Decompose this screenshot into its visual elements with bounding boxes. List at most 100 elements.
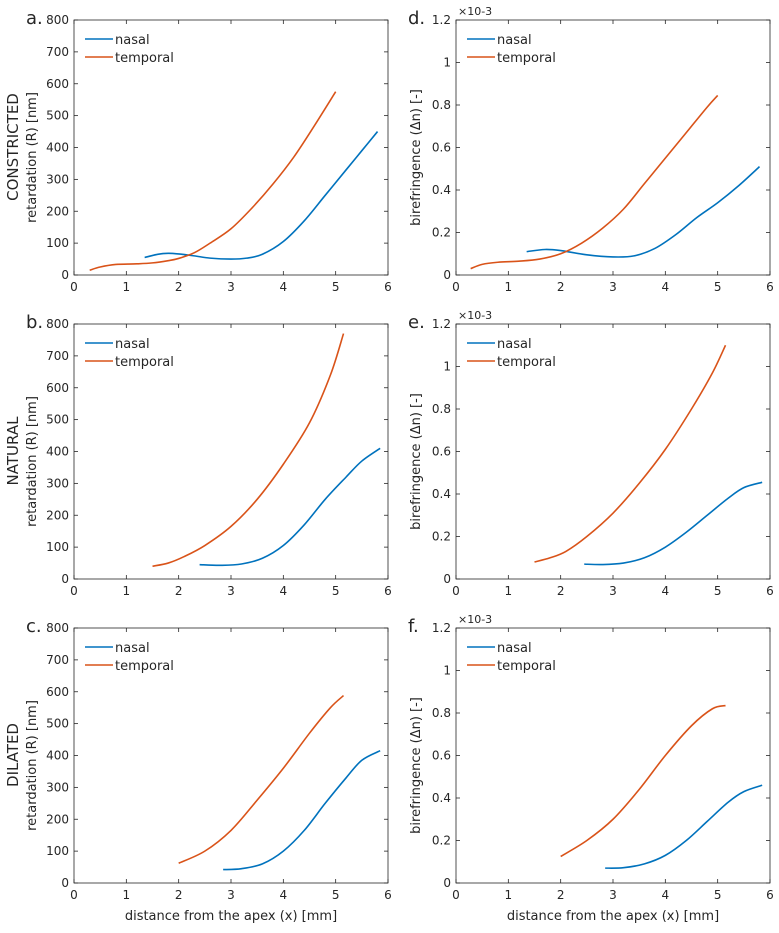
legend-label-temporal: temporal (497, 355, 556, 370)
x-tick-label: 3 (609, 584, 617, 598)
series-line-nasal (199, 447, 381, 567)
x-tick-label: 1 (123, 584, 131, 598)
x-tick-label: 2 (175, 584, 183, 598)
x-tick-label: 6 (766, 888, 774, 902)
axes-box (455, 19, 771, 276)
panel-label: f. (408, 616, 419, 637)
series-line-temporal (89, 91, 337, 271)
y-axis-label: birefringence (Δn) [-] (409, 697, 424, 834)
y-tick-label: 0.8 (432, 402, 451, 416)
y-tick-label: 600 (46, 685, 69, 699)
y-multiplier: ×10-3 (458, 309, 492, 322)
y-tick-label: 1.2 (432, 621, 451, 635)
y-tick-label: 0 (443, 268, 451, 282)
panel-label: d. (408, 8, 425, 29)
y-tick-label: 0.4 (432, 183, 451, 197)
y-tick-label: 0.2 (432, 226, 451, 240)
y-tick-label: 100 (46, 540, 69, 554)
legend-label-nasal: nasal (497, 33, 532, 48)
legend-label-temporal: temporal (497, 51, 556, 66)
y-tick-label: 0.2 (432, 834, 451, 848)
y-tick-label: 200 (46, 204, 69, 218)
x-tick-label: 3 (227, 888, 235, 902)
x-tick-label: 2 (557, 584, 565, 598)
y-tick-label: 500 (46, 717, 69, 731)
y-tick-label: 800 (46, 13, 69, 27)
y-tick-label: 0 (61, 268, 69, 282)
x-tick-label: 0 (452, 280, 460, 294)
x-tick-label: 1 (505, 280, 513, 294)
x-tick-label: 0 (452, 888, 460, 902)
x-tick-label: 3 (609, 888, 617, 902)
series-line-temporal (470, 94, 719, 270)
x-tick-label: 5 (714, 584, 722, 598)
x-tick-label: 5 (714, 280, 722, 294)
panel-d: 0 1 2 3 4 5 6 0 0.2 0.4 0.6 0.8 1 1.2 ×10-3 d. birefring… (408, 5, 774, 294)
x-tick-label: 2 (557, 280, 565, 294)
series-line-nasal (584, 481, 763, 566)
y-axis-label: birefringence (Δn) [-] (409, 393, 424, 530)
legend-label-nasal: nasal (497, 641, 532, 656)
y-tick-label: 100 (46, 236, 69, 250)
x-tick-label: 4 (280, 888, 288, 902)
x-tick-label: 6 (384, 584, 392, 598)
axes-box (73, 627, 389, 884)
x-tick-label: 0 (452, 584, 460, 598)
x-tick-label: 0 (70, 584, 78, 598)
y-tick-label: 400 (46, 141, 69, 155)
x-tick-label: 5 (332, 584, 340, 598)
y-tick-label: 300 (46, 172, 69, 186)
legend-label-temporal: temporal (497, 659, 556, 674)
x-tick-label: 0 (70, 888, 78, 902)
y-tick-label: 600 (46, 77, 69, 91)
y-tick-label: 700 (46, 349, 69, 363)
y-tick-label: 0 (443, 572, 451, 586)
legend-label-temporal: temporal (115, 659, 174, 674)
x-tick-label: 6 (384, 280, 392, 294)
series-line-temporal (534, 344, 727, 563)
y-tick-label: 700 (46, 45, 69, 59)
y-tick-label: 0.2 (432, 530, 451, 544)
legend-label-nasal: nasal (115, 337, 150, 352)
y-tick-label: 600 (46, 381, 69, 395)
y-tick-label: 300 (46, 476, 69, 490)
series-line-nasal (605, 784, 763, 869)
legend-label-nasal: nasal (115, 641, 150, 656)
y-tick-label: 400 (46, 749, 69, 763)
panel-label: e. (408, 312, 425, 333)
y-tick-label: 1 (443, 360, 451, 374)
x-tick-label: 0 (70, 280, 78, 294)
x-tick-label: 2 (557, 888, 565, 902)
x-axis-label: distance from the apex (x) [mm] (125, 909, 337, 924)
x-tick-label: 3 (227, 280, 235, 294)
y-tick-label: 0 (443, 876, 451, 890)
y-tick-label: 0 (61, 876, 69, 890)
axes-box (73, 19, 389, 276)
axes-box (73, 323, 389, 580)
y-tick-label: 1.2 (432, 13, 451, 27)
x-tick-label: 6 (766, 280, 774, 294)
y-tick-label: 1.2 (432, 317, 451, 331)
y-tick-label: 1 (443, 56, 451, 70)
y-tick-label: 100 (46, 844, 69, 858)
y-multiplier: ×10-3 (458, 5, 492, 18)
x-tick-label: 1 (505, 584, 513, 598)
panel-label: a. (26, 8, 43, 29)
series-line-temporal (178, 694, 345, 864)
y-tick-label: 200 (46, 812, 69, 826)
panel-e: 0 1 2 3 4 5 6 0 0.2 0.4 0.6 0.8 1 1.2 ×10-3 e. birefring… (408, 309, 774, 598)
row-label-natural: NATURAL (4, 416, 22, 486)
y-axis-label: retardation (R) [nm] (25, 92, 40, 223)
series-line-temporal (152, 333, 345, 568)
x-tick-label: 1 (505, 888, 513, 902)
legend-label-nasal: nasal (115, 33, 150, 48)
y-axis-label: retardation (R) [nm] (25, 700, 40, 831)
y-tick-label: 500 (46, 109, 69, 123)
legend-label-nasal: nasal (497, 337, 532, 352)
series-line-nasal (144, 131, 379, 260)
y-tick-label: 0.6 (432, 749, 451, 763)
x-tick-label: 1 (123, 888, 131, 902)
x-tick-label: 4 (662, 888, 670, 902)
